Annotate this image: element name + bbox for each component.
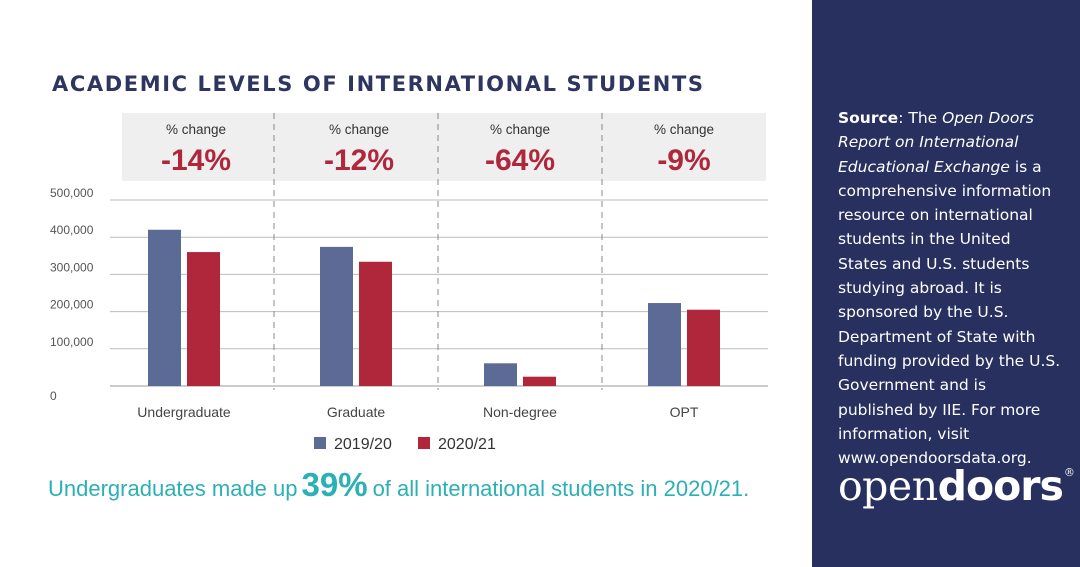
callout-pre: Undergraduates made up: [48, 476, 298, 501]
callout-post: of all international students in 2020/21…: [372, 476, 750, 501]
x-tick-label: Non-degree: [483, 404, 557, 420]
chart-panel: ACADEMIC LEVELS OF INTERNATIONAL STUDENT…: [48, 72, 768, 504]
registered-mark: ®: [1063, 466, 1075, 479]
bar-2019-20: [320, 246, 353, 386]
x-tick-label: Undergraduate: [137, 404, 231, 420]
bar-2020-21: [523, 376, 556, 386]
logo-bold: doors: [937, 462, 1064, 510]
bar-2020-21: [187, 252, 220, 386]
x-tick-label: OPT: [670, 404, 699, 420]
change-value: -12%: [324, 144, 394, 177]
change-banner: [122, 113, 766, 181]
legend-label: 2020/21: [438, 436, 496, 453]
source-intro: : The: [898, 109, 943, 127]
y-tick-label: 100,000: [50, 335, 94, 349]
bar-2020-21: [687, 309, 720, 386]
y-tick-label: 0: [50, 389, 57, 403]
bar-2019-20: [484, 363, 517, 386]
change-label: % change: [490, 122, 550, 137]
source-label: Source: [838, 109, 899, 127]
change-label: % change: [329, 122, 389, 137]
y-tick-label: 500,000: [50, 186, 94, 200]
bar-chart: % change -14% % change -12% % change -64% % ch…: [50, 113, 768, 453]
change-label: % change: [166, 122, 226, 137]
legend-label: 2019/20: [334, 436, 392, 453]
y-tick-label: 200,000: [50, 298, 94, 312]
report-name: Open Doors Report on International Educa…: [838, 109, 1034, 176]
bar-2019-20: [648, 303, 681, 386]
legend-swatch: [418, 437, 430, 449]
callout-text: Undergraduates made up 39% of all internat…: [48, 466, 749, 504]
change-value: -64%: [485, 144, 555, 177]
callout-highlight: 39%: [301, 466, 368, 503]
source-text: Source: The Open Doors Report on Interna…: [838, 106, 1064, 470]
bar-2019-20: [148, 229, 181, 386]
y-tick-label: 300,000: [50, 260, 94, 274]
source-body: is a comprehensive information resource …: [838, 157, 1061, 468]
change-value: -9%: [657, 144, 710, 177]
logo-light: open: [838, 462, 938, 510]
source-panel: Source: The Open Doors Report on Interna…: [812, 0, 1080, 567]
legend-swatch: [314, 437, 326, 449]
chart-title: ACADEMIC LEVELS OF INTERNATIONAL STUDENT…: [52, 72, 705, 96]
x-tick-label: Graduate: [327, 404, 386, 420]
change-label: % change: [654, 122, 714, 137]
change-value: -14%: [161, 144, 231, 177]
opendoors-logo: opendoors®: [838, 462, 1075, 510]
bar-2020-21: [359, 261, 392, 386]
y-tick-label: 400,000: [50, 223, 94, 237]
